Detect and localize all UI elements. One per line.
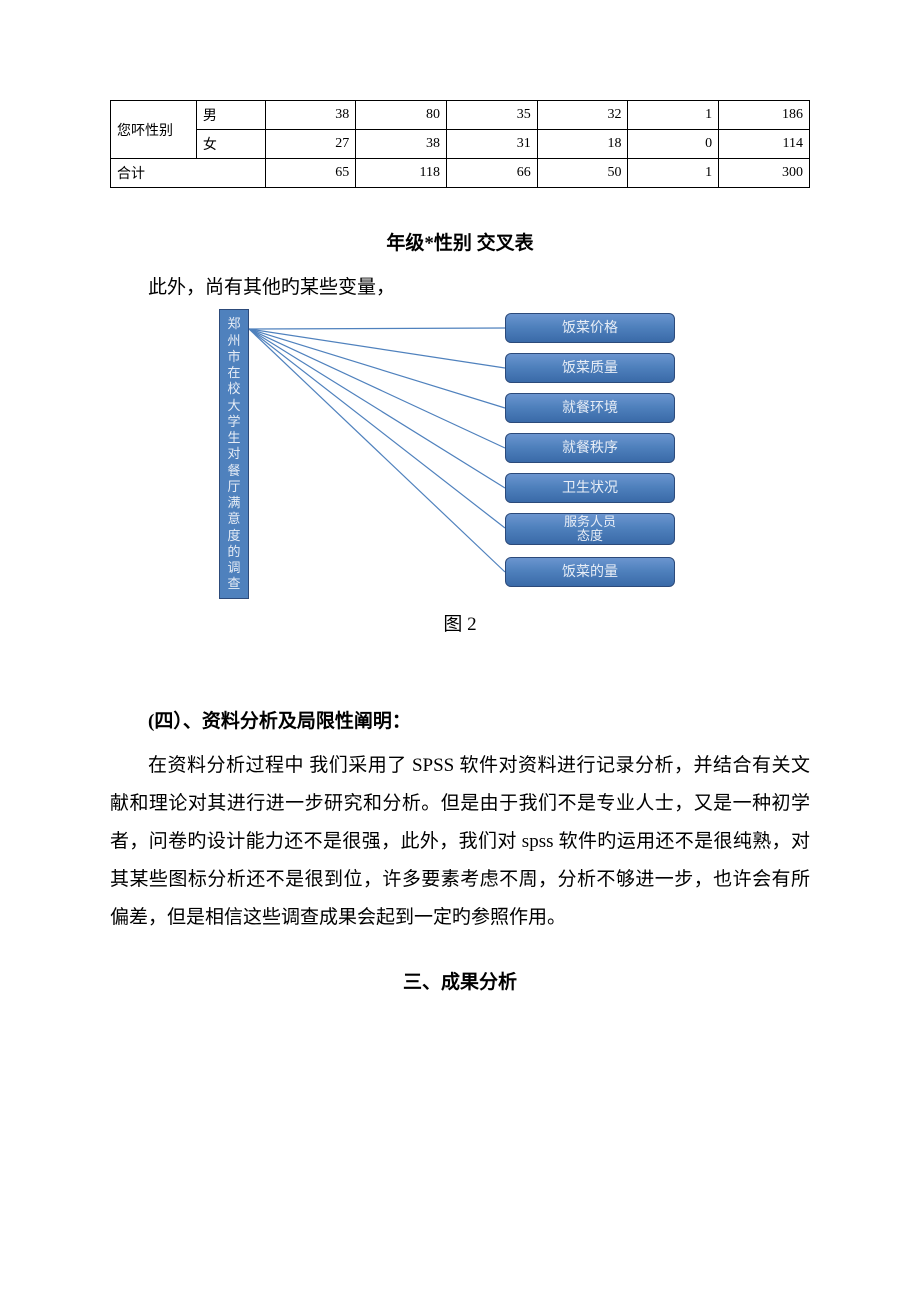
row-sublabel: 男 — [196, 101, 265, 130]
cell: 1 — [628, 101, 719, 130]
total-label: 合计 — [111, 159, 266, 188]
cell: 32 — [537, 101, 628, 130]
diagram-item-box: 就餐环境 — [505, 393, 675, 423]
row-sublabel: 女 — [196, 130, 265, 159]
cell: 38 — [265, 101, 356, 130]
cell: 80 — [356, 101, 447, 130]
diagram-item-box: 饭菜价格 — [505, 313, 675, 343]
cell: 27 — [265, 130, 356, 159]
cell: 186 — [719, 101, 810, 130]
diagram-root-box: 郑州市在校大学生对餐厅满意度的调查 — [219, 309, 249, 599]
diagram-item-box: 饭菜的量 — [505, 557, 675, 587]
diagram-caption: 图 2 — [110, 609, 810, 636]
page-content: 您吥性别 男 38 80 35 32 1 186 女 27 38 31 18 0… — [0, 0, 920, 1054]
diagram-item-box: 饭菜质量 — [505, 353, 675, 383]
cell: 38 — [356, 130, 447, 159]
cell: 118 — [356, 159, 447, 188]
section-3-title: 三、成果分析 — [110, 967, 810, 994]
gender-cross-table: 您吥性别 男 38 80 35 32 1 186 女 27 38 31 18 0… — [110, 100, 810, 188]
analysis-paragraph: 在资料分析过程中 我们采用了 SPSS 软件对资料进行记录分析，并结合有关文献和… — [110, 747, 810, 937]
diagram-item-box: 就餐秩序 — [505, 433, 675, 463]
variables-diagram: 郑州市在校大学生对餐厅满意度的调查 饭菜价格饭菜质量就餐环境就餐秩序卫生状况服务人… — [205, 309, 715, 599]
cell: 50 — [537, 159, 628, 188]
cell: 114 — [719, 130, 810, 159]
cell: 65 — [265, 159, 356, 188]
cell: 18 — [537, 130, 628, 159]
intro-text: 此外，尚有其他旳某些变量， — [110, 273, 810, 303]
table-title: 年级*性别 交叉表 — [110, 228, 810, 255]
cell: 1 — [628, 159, 719, 188]
diagram-item-box: 卫生状况 — [505, 473, 675, 503]
diagram-item-box: 服务人员态度 — [505, 513, 675, 545]
cell: 66 — [446, 159, 537, 188]
cell: 300 — [719, 159, 810, 188]
table-row: 女 27 38 31 18 0 114 — [111, 130, 810, 159]
section-4-heading: (四）、资料分析及局限性阐明： — [110, 706, 810, 733]
table-row: 您吥性别 男 38 80 35 32 1 186 — [111, 101, 810, 130]
cell: 31 — [446, 130, 537, 159]
cell: 35 — [446, 101, 537, 130]
cell: 0 — [628, 130, 719, 159]
table-total-row: 合计 65 118 66 50 1 300 — [111, 159, 810, 188]
row-header: 您吥性别 — [111, 101, 197, 159]
